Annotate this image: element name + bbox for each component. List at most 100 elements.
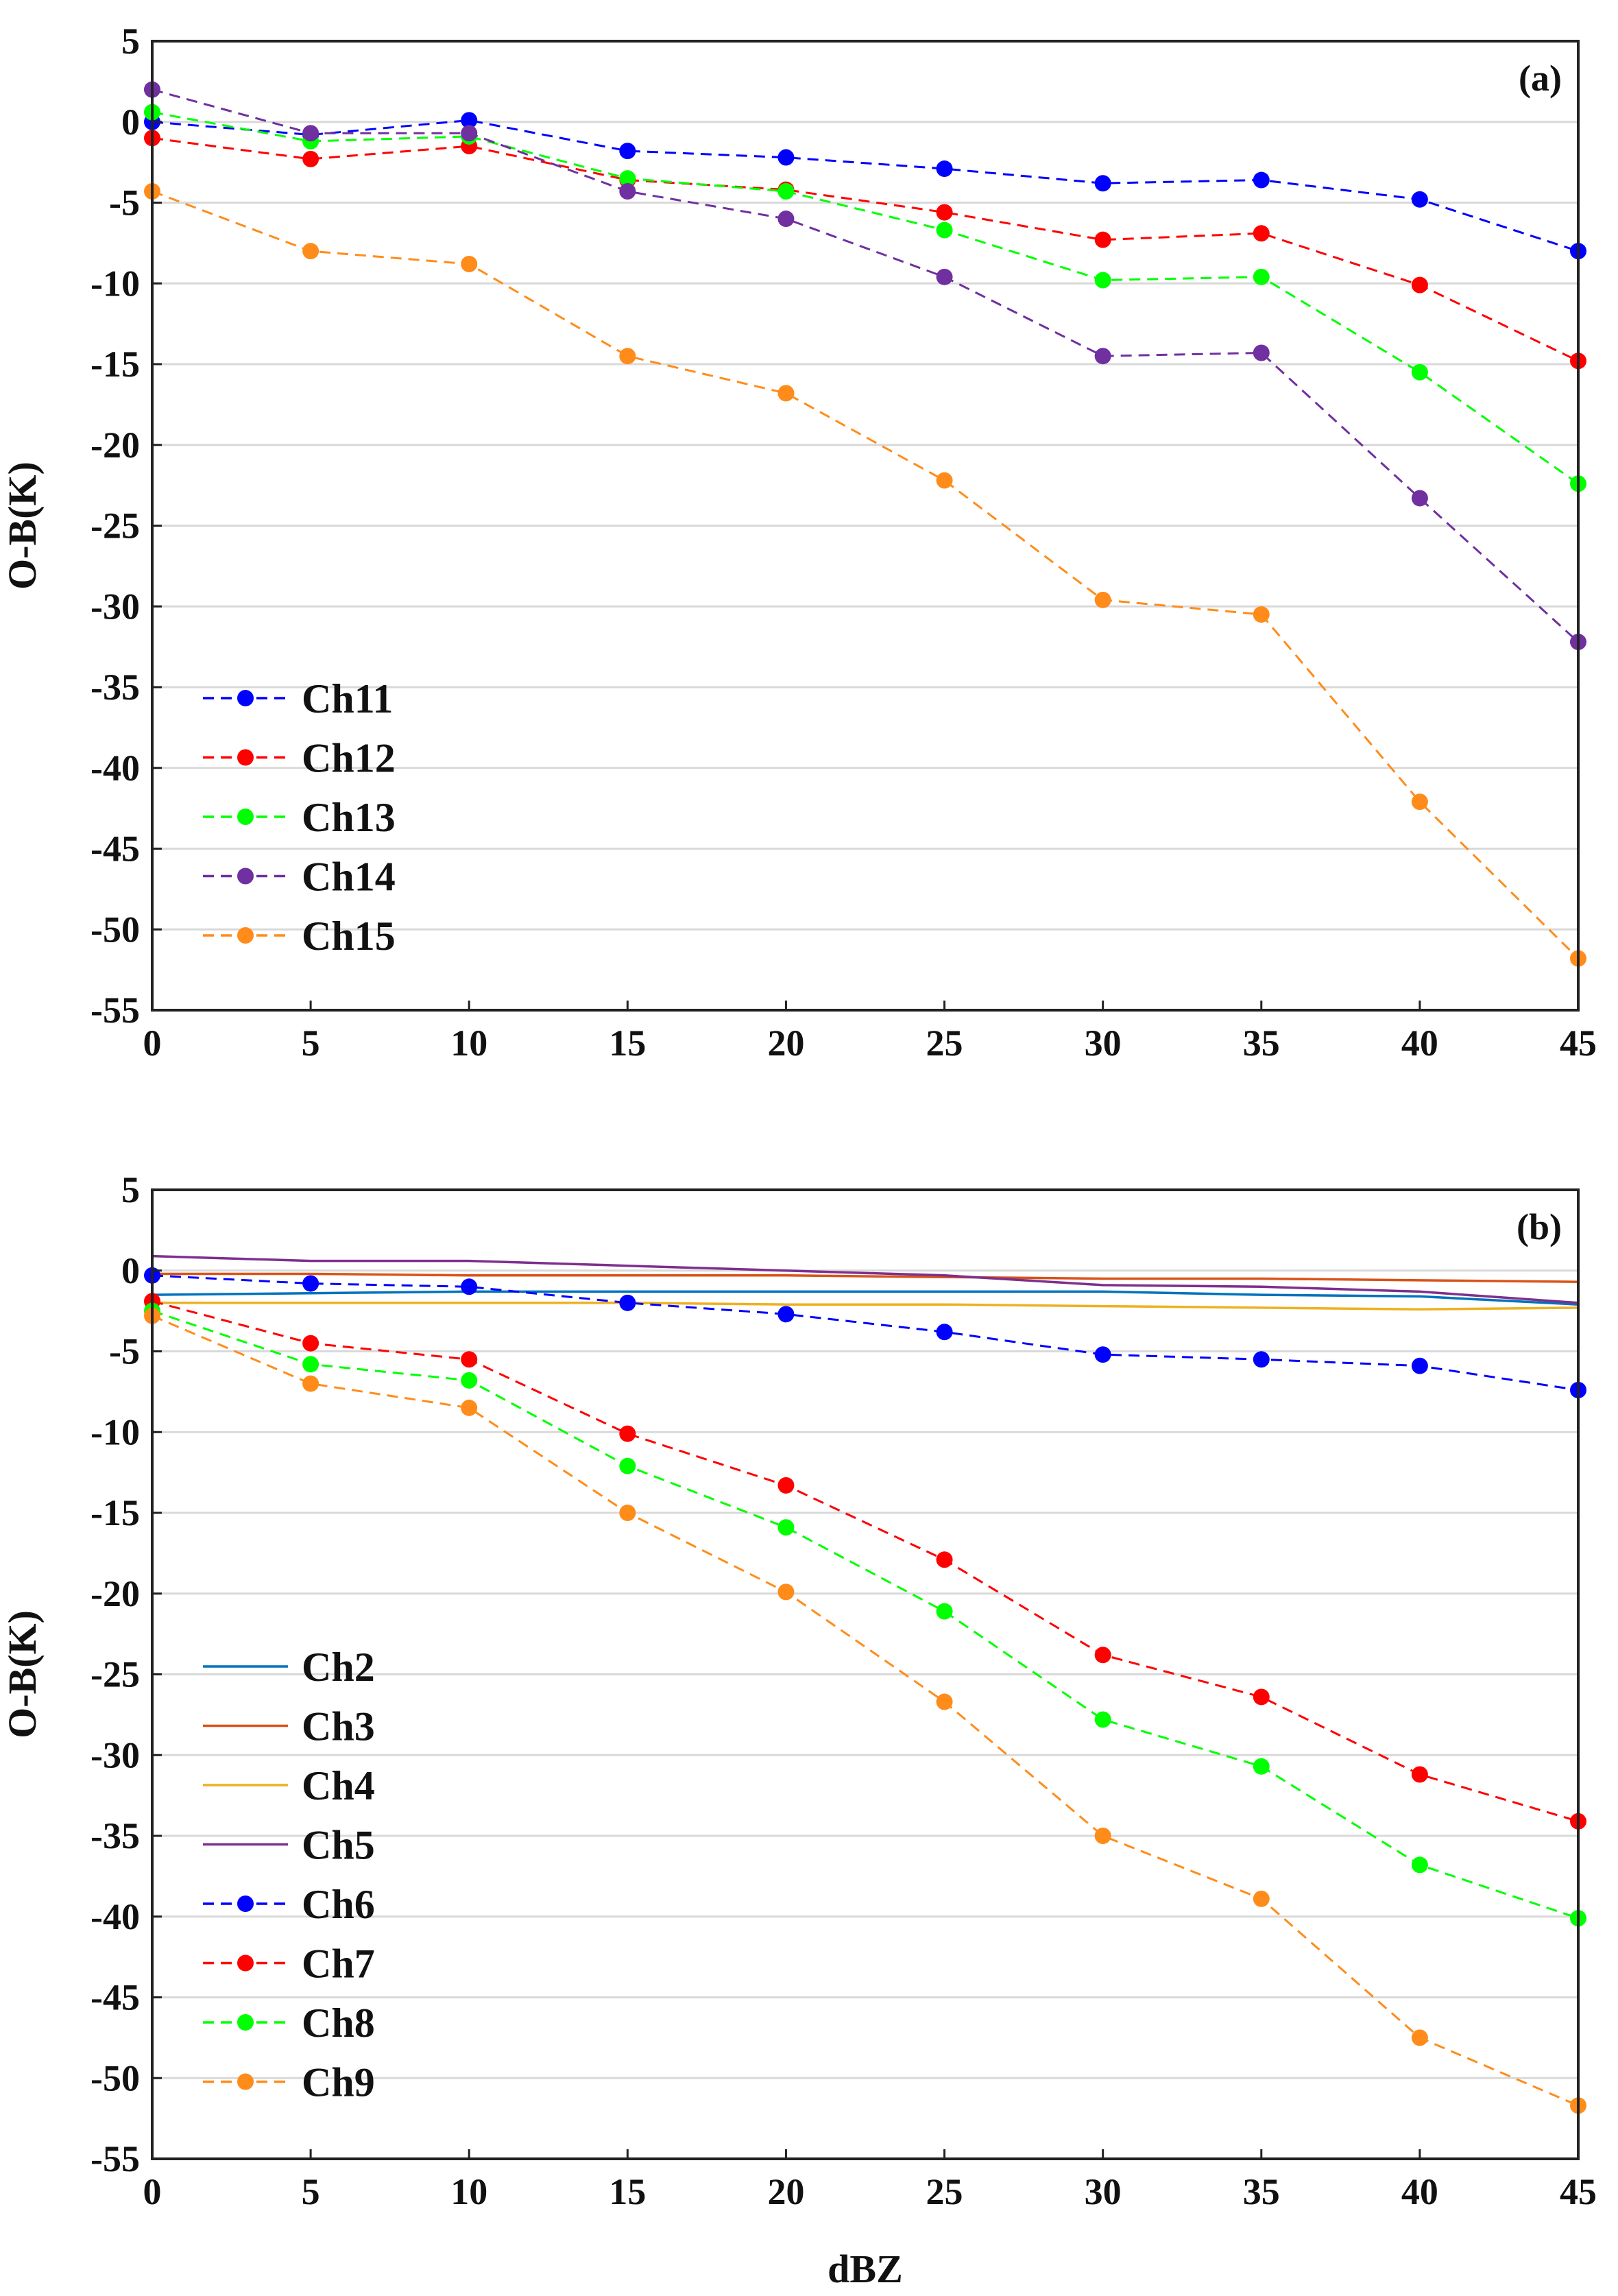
chart-panel-b: 5 0 -5 -10 -15 -20 -25 -30 -35 -40 -45 -50 -55 0 5 10 1… bbox=[0, 1169, 1597, 2291]
legend-item-ch6: Ch6 bbox=[203, 1882, 375, 1927]
legend-label: Ch6 bbox=[302, 1882, 375, 1927]
data-point bbox=[302, 150, 319, 167]
x-tick-label: 35 bbox=[1243, 1023, 1280, 1064]
x-tick-label: 0 bbox=[143, 1023, 162, 1064]
x-tick-label: 30 bbox=[1085, 1023, 1122, 1064]
legend-item-ch7: Ch7 bbox=[203, 1941, 375, 1987]
y-tick-label: -15 bbox=[90, 1492, 140, 1533]
series-line bbox=[152, 119, 1579, 252]
data-point bbox=[1253, 1758, 1270, 1775]
legend-label: Ch8 bbox=[302, 2000, 375, 2046]
data-point bbox=[936, 1603, 953, 1620]
y-axis-label: O-B(K) bbox=[0, 462, 45, 590]
x-tick-label: 25 bbox=[926, 2171, 963, 2212]
series-line bbox=[152, 1274, 1579, 1391]
series-line bbox=[152, 111, 1579, 485]
data-point bbox=[936, 1693, 953, 1710]
x-tick-label: 40 bbox=[1401, 2171, 1438, 2212]
data-point bbox=[1411, 276, 1428, 294]
legend-label: Ch15 bbox=[302, 913, 396, 959]
data-point bbox=[302, 1275, 319, 1292]
data-point bbox=[1411, 1766, 1428, 1783]
y-tick-label: -10 bbox=[90, 1411, 140, 1452]
y-tick-label: 5 bbox=[121, 21, 140, 62]
grid-lines bbox=[152, 1269, 1578, 2079]
legend-item-ch11: Ch11 bbox=[203, 676, 393, 721]
data-point bbox=[777, 385, 795, 402]
data-point bbox=[777, 1519, 795, 1536]
data-point bbox=[302, 1375, 319, 1392]
legend-item-ch9: Ch9 bbox=[203, 2060, 375, 2105]
series-line bbox=[152, 1310, 1579, 1920]
x-tick-label: 25 bbox=[926, 1023, 963, 1064]
y-tick-label: -35 bbox=[90, 667, 140, 708]
x-axis-ticks: 0 5 10 15 20 25 30 35 40 45 bbox=[143, 1001, 1597, 1064]
data-point bbox=[1411, 1357, 1428, 1374]
data-point bbox=[461, 255, 478, 272]
data-point bbox=[461, 112, 478, 129]
legend-item-ch5: Ch5 bbox=[203, 1823, 375, 1868]
data-point bbox=[1253, 1351, 1270, 1368]
data-point bbox=[461, 125, 478, 142]
x-tick-label: 10 bbox=[450, 2171, 487, 2212]
x-tick-label: 35 bbox=[1243, 2171, 1280, 2212]
legend-item-ch8: Ch8 bbox=[203, 2000, 375, 2046]
data-point bbox=[619, 170, 636, 187]
legend-item-ch15: Ch15 bbox=[203, 913, 396, 959]
x-tick-label: 5 bbox=[302, 2171, 320, 2212]
y-tick-label: -15 bbox=[90, 344, 140, 385]
data-point bbox=[1094, 1647, 1111, 1664]
x-tick-label: 15 bbox=[609, 1023, 646, 1064]
legend-item-ch14: Ch14 bbox=[203, 854, 396, 900]
data-point bbox=[777, 1306, 795, 1323]
y-tick-label: 0 bbox=[121, 1250, 140, 1291]
data-point bbox=[1094, 231, 1111, 248]
x-axis-ticks: 0 5 10 15 20 25 30 35 40 45 bbox=[143, 2149, 1597, 2212]
legend-label: Ch4 bbox=[302, 1763, 375, 1808]
data-point bbox=[1411, 1856, 1428, 1874]
y-axis-label: O-B(K) bbox=[0, 1610, 45, 1738]
legend-label: Ch13 bbox=[302, 795, 396, 840]
legend-item-ch13: Ch13 bbox=[203, 795, 396, 840]
x-tick-label: 10 bbox=[450, 1023, 487, 1064]
y-tick-label: 5 bbox=[121, 1169, 140, 1210]
y-tick-label: -50 bbox=[90, 2057, 140, 2098]
y-axis-ticks: 5 0 -5 -10 -15 -20 -25 -30 -35 -40 -45 -50 -55 bbox=[90, 1169, 162, 2179]
data-point bbox=[1253, 606, 1270, 623]
y-tick-label: -45 bbox=[90, 828, 140, 870]
data-point bbox=[461, 1399, 478, 1416]
x-tick-label: 5 bbox=[302, 1023, 320, 1064]
x-tick-label: 40 bbox=[1401, 1023, 1438, 1064]
legend-label: Ch7 bbox=[302, 1941, 375, 1987]
data-point bbox=[1253, 344, 1270, 361]
data-point bbox=[1094, 272, 1111, 289]
data-point bbox=[619, 1505, 636, 1521]
y-tick-label: -30 bbox=[90, 1734, 140, 1775]
legend-item-ch2: Ch2 bbox=[203, 1645, 375, 1690]
legend-label: Ch14 bbox=[302, 854, 396, 900]
series-ch4 bbox=[152, 1302, 1579, 1311]
y-tick-label: -5 bbox=[109, 182, 140, 224]
y-tick-label: -20 bbox=[90, 424, 140, 466]
data-point bbox=[936, 472, 953, 489]
y-tick-label: -55 bbox=[90, 990, 140, 1031]
y-tick-label: -20 bbox=[90, 1573, 140, 1614]
series-ch3 bbox=[152, 1272, 1579, 1283]
data-point bbox=[302, 1356, 319, 1373]
panel-label: (a) bbox=[1519, 58, 1562, 99]
data-point bbox=[777, 1476, 795, 1494]
series-line bbox=[152, 1300, 1579, 1823]
data-point bbox=[1094, 1711, 1111, 1728]
data-point bbox=[1253, 171, 1270, 189]
series-layer bbox=[144, 1254, 1586, 2114]
legend-label: Ch2 bbox=[302, 1645, 375, 1690]
y-tick-label: -5 bbox=[109, 1331, 140, 1372]
legend-swatch-marker bbox=[237, 927, 254, 944]
data-point bbox=[1253, 268, 1270, 285]
legend-item-ch3: Ch3 bbox=[203, 1704, 375, 1749]
series-line bbox=[152, 1254, 1579, 1304]
grid-lines bbox=[152, 121, 1578, 931]
data-point bbox=[936, 1324, 953, 1341]
data-point bbox=[461, 1351, 478, 1368]
